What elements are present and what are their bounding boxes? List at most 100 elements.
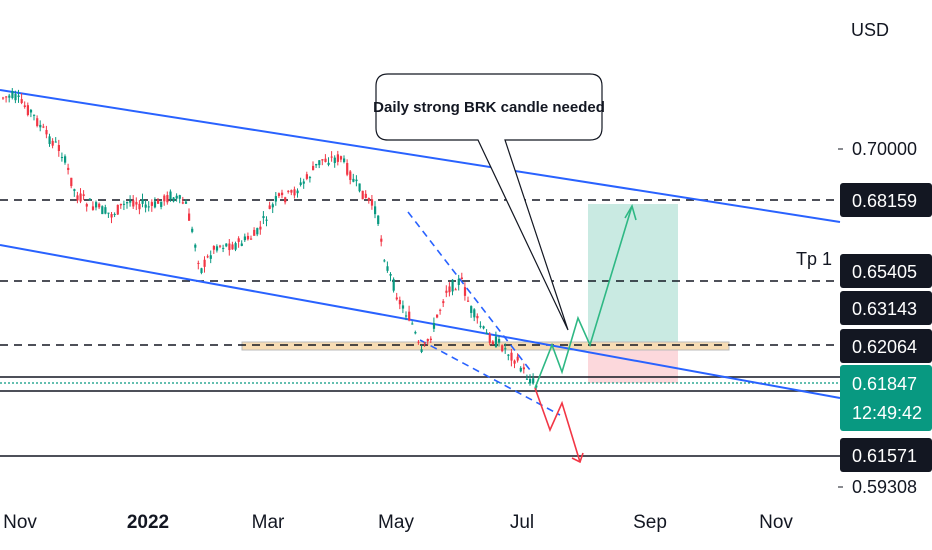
candle-up bbox=[525, 374, 529, 380]
candle-up bbox=[209, 250, 212, 264]
tp-label: Tp 1 bbox=[796, 249, 832, 269]
candle-up bbox=[17, 89, 20, 103]
candle-down bbox=[445, 285, 448, 298]
candle-up bbox=[271, 202, 274, 214]
candle-up bbox=[107, 212, 110, 218]
candle-down bbox=[395, 292, 398, 301]
price-level-tag bbox=[840, 438, 932, 472]
candle-up bbox=[256, 227, 259, 237]
candle-up bbox=[169, 189, 172, 202]
time-tick-label: May bbox=[378, 512, 414, 533]
time-tick-label: 2022 bbox=[127, 512, 169, 533]
candle-up bbox=[392, 277, 395, 293]
candle-up bbox=[160, 201, 163, 210]
candle-down bbox=[516, 353, 519, 363]
candle-down bbox=[79, 188, 82, 204]
candle-down bbox=[305, 171, 308, 181]
time-axis[interactable]: Nov 2022 Mar May Jul Sep Nov bbox=[3, 512, 793, 533]
candle-up bbox=[178, 194, 181, 204]
candle-down bbox=[98, 202, 101, 210]
candle-down bbox=[336, 150, 339, 166]
candle-down bbox=[76, 191, 79, 204]
candle-up bbox=[401, 300, 405, 314]
candle-down bbox=[361, 190, 364, 200]
candle-down bbox=[491, 340, 494, 345]
candle-down bbox=[26, 102, 29, 117]
candle-down bbox=[367, 197, 370, 204]
candle-up bbox=[222, 244, 225, 253]
time-tick-label: Nov bbox=[3, 512, 37, 533]
inner-channel-lower bbox=[419, 339, 561, 416]
bearish-projection-path bbox=[534, 387, 581, 463]
candle-down bbox=[246, 232, 250, 241]
candle-up bbox=[54, 137, 57, 143]
candle-down bbox=[293, 186, 296, 199]
candle-down bbox=[417, 340, 420, 345]
candle-up bbox=[64, 154, 67, 165]
candle-up bbox=[274, 191, 277, 206]
callout[interactable]: Daily strong BRK candle needed bbox=[373, 73, 605, 331]
price-axis[interactable]: USD 0.70000 0.59308 0.68159 0.65405 0.63143… bbox=[838, 20, 932, 497]
candle-up bbox=[147, 201, 150, 212]
candle-down bbox=[423, 341, 426, 347]
candle-down bbox=[132, 195, 135, 209]
candle-down bbox=[364, 190, 367, 199]
candle-up bbox=[194, 243, 197, 252]
price-level-tag bbox=[840, 254, 932, 288]
candle-up bbox=[470, 305, 473, 318]
time-tick-label: Mar bbox=[252, 512, 285, 533]
candle-down bbox=[188, 208, 191, 221]
candle-down bbox=[522, 363, 525, 374]
bullish-arrow-head bbox=[624, 203, 637, 221]
candle-down bbox=[476, 313, 479, 324]
candle-down bbox=[346, 159, 349, 177]
candle-down bbox=[408, 305, 411, 322]
candle-down bbox=[398, 296, 401, 310]
candle-up bbox=[29, 108, 33, 118]
countdown-timer: 12:49:42 bbox=[852, 403, 922, 423]
candle-up bbox=[389, 272, 392, 282]
candle-up bbox=[265, 216, 268, 227]
time-tick-label: Jul bbox=[510, 512, 534, 533]
candle-down bbox=[110, 212, 113, 224]
candle-up bbox=[39, 120, 42, 132]
price-level-tag-label: 0.61571 bbox=[852, 446, 917, 466]
candle-down bbox=[463, 282, 467, 301]
candle-down bbox=[259, 220, 262, 235]
candle-down bbox=[157, 197, 160, 204]
candle-down bbox=[253, 227, 256, 236]
candle-up bbox=[386, 261, 389, 273]
candle-up bbox=[315, 163, 318, 169]
candle-up bbox=[494, 331, 498, 348]
candle-up bbox=[95, 200, 98, 211]
candle-down bbox=[116, 204, 119, 215]
candle-up bbox=[126, 201, 129, 209]
candle-up bbox=[420, 345, 423, 354]
candle-up bbox=[383, 258, 386, 263]
candle-up bbox=[432, 317, 436, 333]
candle-up bbox=[327, 157, 330, 167]
price-level-tag-label: 0.63143 bbox=[852, 299, 917, 319]
candle-down bbox=[277, 192, 281, 198]
candle-down bbox=[212, 245, 215, 254]
candle-down bbox=[138, 200, 141, 215]
candle-up bbox=[243, 233, 246, 243]
candle-down bbox=[460, 272, 463, 280]
candle-down bbox=[250, 235, 253, 240]
candle-down bbox=[287, 190, 290, 194]
candle-down bbox=[36, 115, 39, 128]
candle-down bbox=[231, 241, 234, 250]
candle-down bbox=[501, 344, 504, 353]
candle-up bbox=[333, 155, 336, 168]
candle-up bbox=[73, 188, 76, 197]
candle-down bbox=[5, 95, 8, 103]
candle-up bbox=[200, 267, 203, 275]
candle-up bbox=[355, 175, 358, 187]
candle-down bbox=[330, 151, 333, 162]
candle-down bbox=[448, 282, 451, 297]
candles bbox=[2, 88, 538, 393]
candle-up bbox=[14, 90, 17, 104]
price-tick-label: 0.59308 bbox=[852, 477, 917, 497]
time-tick-label: Nov bbox=[759, 512, 793, 533]
